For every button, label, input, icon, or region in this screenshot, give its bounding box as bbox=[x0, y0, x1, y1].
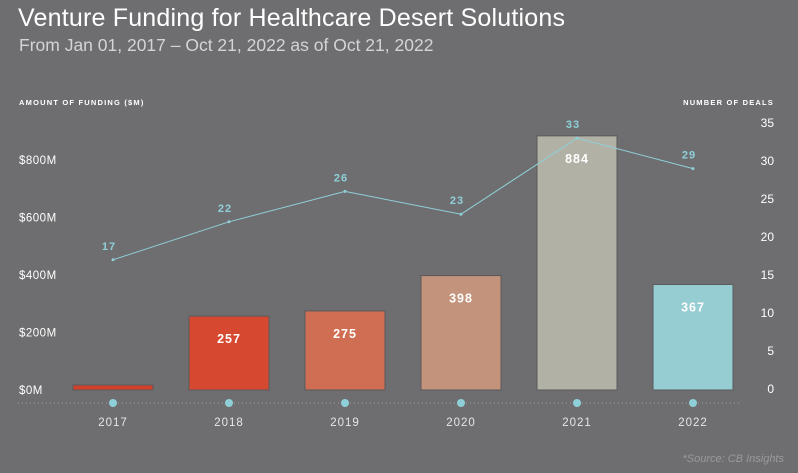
y-tick-label: $600M bbox=[19, 213, 57, 225]
chart-subtitle: From Jan 01, 2017 – Oct 21, 2022 as of O… bbox=[19, 35, 434, 55]
deals-value-label: 29 bbox=[682, 150, 696, 162]
bar-value-label: 275 bbox=[333, 327, 357, 341]
x-tick-label: 2022 bbox=[678, 417, 708, 429]
chart-title: Venture Funding for Healthcare Desert So… bbox=[18, 4, 566, 32]
bar-2019 bbox=[304, 310, 386, 391]
bar-value-label: 367 bbox=[681, 300, 705, 314]
bar-2017 bbox=[72, 384, 154, 391]
bar-value-label: 398 bbox=[449, 292, 473, 306]
deals-point bbox=[575, 136, 579, 140]
y2-tick-label: 10 bbox=[761, 306, 775, 320]
deals-value-label: 22 bbox=[218, 203, 232, 215]
bar-2022 bbox=[652, 283, 734, 391]
y-axis-title: AMOUNT OF FUNDING ($M) bbox=[19, 98, 145, 107]
y-tick-label: $400M bbox=[19, 270, 57, 282]
x-axis-dot bbox=[225, 399, 233, 407]
x-axis-dot bbox=[109, 399, 117, 407]
deals-value-label: 23 bbox=[450, 195, 464, 207]
y-tick-label: $800M bbox=[19, 155, 57, 167]
deals-point bbox=[227, 220, 231, 224]
x-tick-label: 2017 bbox=[98, 417, 128, 429]
deals-value-label: 26 bbox=[334, 172, 348, 184]
y2-tick-label: 30 bbox=[761, 154, 775, 168]
y-tick-label: $200M bbox=[19, 328, 57, 340]
y2-tick-label: 20 bbox=[761, 230, 775, 244]
deals-value-label: 17 bbox=[102, 241, 116, 253]
bar-value-label: 257 bbox=[217, 332, 241, 346]
y2-tick-label: 15 bbox=[761, 268, 775, 282]
x-axis-dot bbox=[689, 399, 697, 407]
x-tick-label: 2021 bbox=[562, 417, 592, 429]
y2-tick-label: 35 bbox=[761, 116, 775, 130]
y2-tick-label: 0 bbox=[767, 382, 774, 396]
x-tick-label: 2018 bbox=[214, 417, 244, 429]
bar-2020 bbox=[420, 275, 502, 391]
bar-2018 bbox=[188, 315, 270, 391]
bar-2021 bbox=[536, 135, 618, 391]
y2-tick-label: 5 bbox=[767, 344, 774, 358]
source-note: *Source: CB Insights bbox=[682, 453, 785, 465]
y2-axis-title: NUMBER OF DEALS bbox=[683, 98, 774, 107]
deals-value-label: 33 bbox=[566, 119, 580, 131]
bar-value-label: 884 bbox=[565, 152, 589, 166]
y-tick-label: $0M bbox=[19, 385, 43, 397]
deals-point bbox=[111, 258, 115, 262]
x-axis-dot bbox=[341, 399, 349, 407]
x-tick-label: 2019 bbox=[330, 417, 360, 429]
deals-point bbox=[459, 212, 463, 216]
deals-point bbox=[343, 189, 347, 193]
x-axis-dot bbox=[457, 399, 465, 407]
deals-point bbox=[691, 167, 695, 171]
x-tick-label: 2020 bbox=[446, 417, 476, 429]
y2-tick-label: 25 bbox=[761, 192, 775, 206]
x-axis-dot bbox=[573, 399, 581, 407]
deals-line bbox=[112, 137, 694, 261]
